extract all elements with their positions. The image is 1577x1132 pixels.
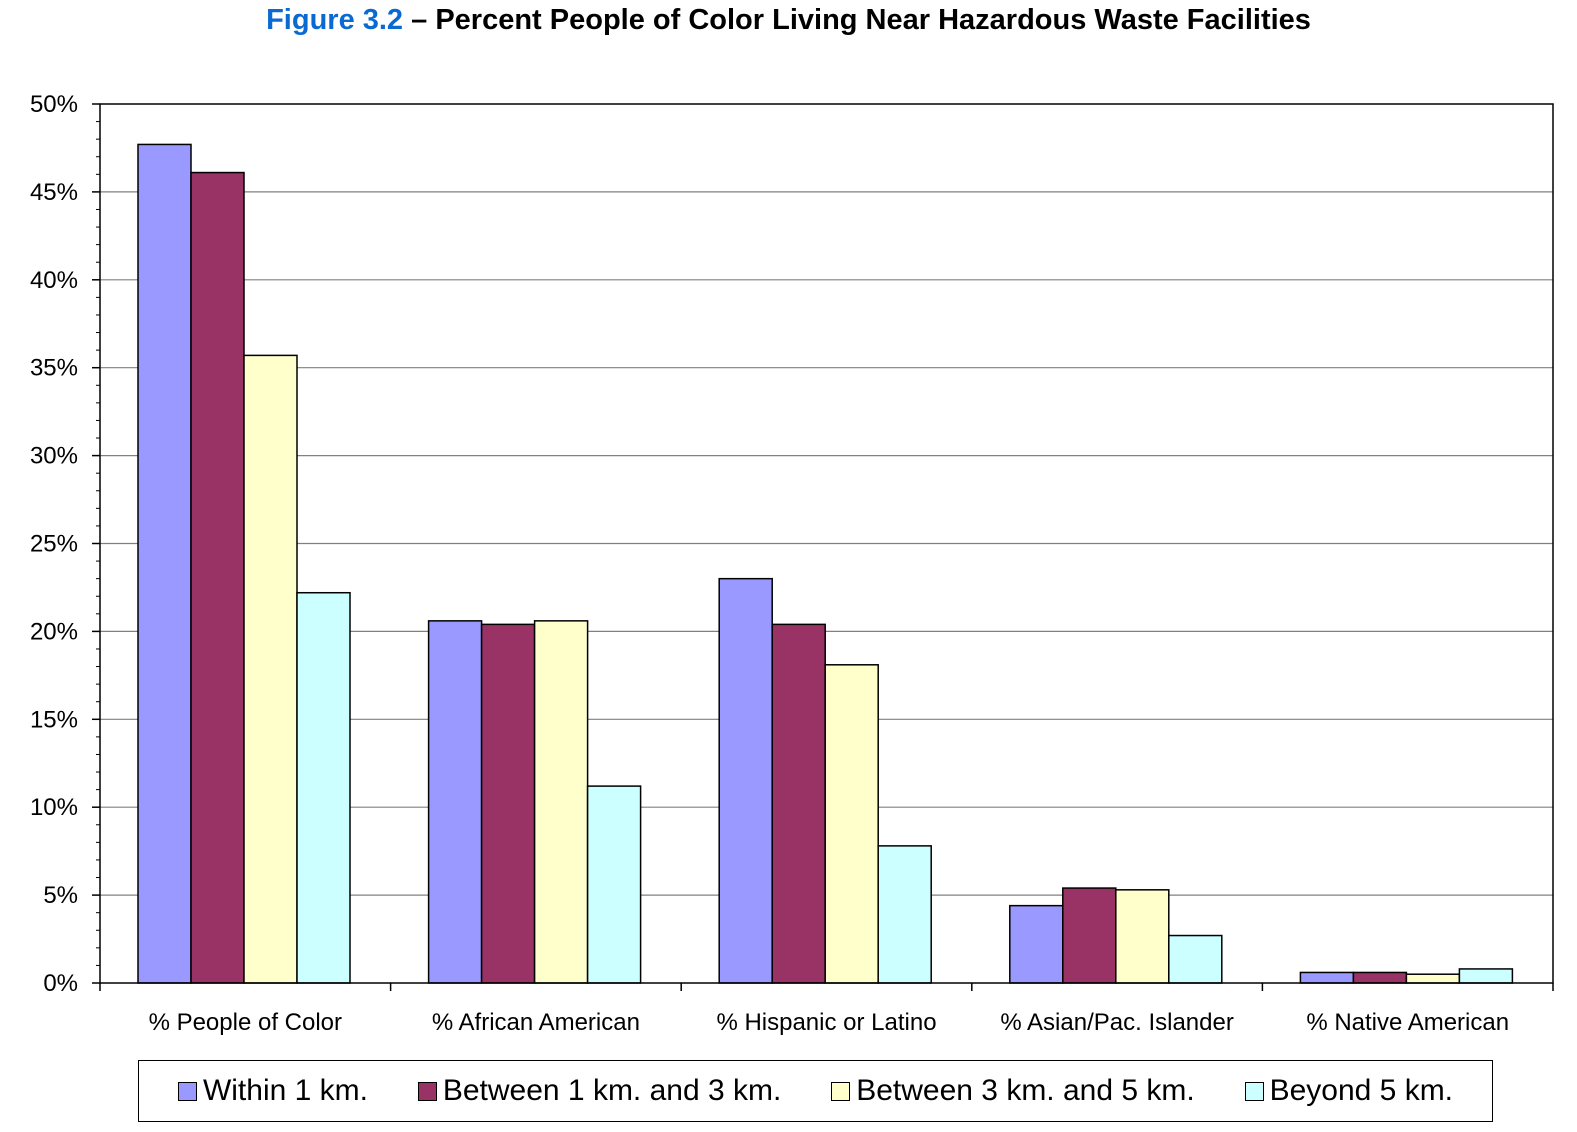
y-tick-label: 30% [30,443,78,470]
bar [1352,971,1408,984]
bar [1115,889,1170,984]
bar [480,623,536,984]
y-tick-label: 5% [43,882,78,909]
bar [824,664,879,984]
bar [1009,904,1064,984]
x-category-label: % Asian/Pac. Islander [1000,1009,1233,1036]
legend-swatch [1244,1081,1264,1101]
y-tick-label: 40% [30,267,78,294]
legend-item: Between 1 km. and 3 km. [417,1074,782,1108]
y-tick-label: 20% [30,618,78,645]
x-category-label: % Native American [1306,1009,1509,1036]
bar [533,620,589,984]
bar [137,143,192,984]
bar [1062,887,1117,984]
bar [1168,934,1223,984]
y-tick-label: 45% [30,179,78,206]
legend-label: Beyond 5 km. [1269,1074,1454,1107]
bar [1405,973,1461,984]
y-tick-label: 10% [30,794,78,821]
bar [243,354,298,984]
legend-item: Beyond 5 km. [1244,1074,1454,1108]
bar [296,591,351,984]
bar [190,171,245,984]
y-tick-label: 15% [30,706,78,733]
y-tick-label: 25% [30,531,78,558]
chart-legend: Within 1 km. Between 1 km. and 3 km. Betwe… [138,1060,1493,1122]
legend-swatch [831,1081,851,1101]
bar [586,785,642,984]
plot-border [99,103,1554,984]
figure-label: Figure 3.2 [266,4,404,36]
legend-item: Within 1 km. [177,1074,368,1108]
x-category-label: % African American [432,1009,640,1036]
chart-title: Figure 3.2 – Percent People of Color Liv… [0,4,1577,37]
title-text: – Percent People of Color Living Near Ha… [403,4,1311,36]
legend-swatch [417,1081,437,1101]
legend-swatch [177,1081,197,1101]
bar [718,577,773,984]
x-category-label: % People of Color [149,1009,342,1036]
bar-chart: 0% 5% 10% 15% 20% 25% 30% 35% 40% 45% 50% % People … [30,91,1554,1036]
legend-item: Between 3 km. and 5 km. [831,1074,1195,1108]
legend-label: Between 3 km. and 5 km. [856,1074,1195,1107]
y-tick-label: 50% [30,91,78,118]
legend-label: Between 1 km. and 3 km. [442,1074,782,1107]
y-tick-label: 0% [43,970,78,997]
bar [1458,968,1514,984]
bar [771,623,826,984]
legend-label: Within 1 km. [202,1074,368,1107]
bar [877,845,932,984]
y-tick-label: 35% [30,355,78,382]
bar [1299,971,1355,984]
bar [427,620,483,984]
x-category-label: % Hispanic or Latino [716,1009,936,1036]
